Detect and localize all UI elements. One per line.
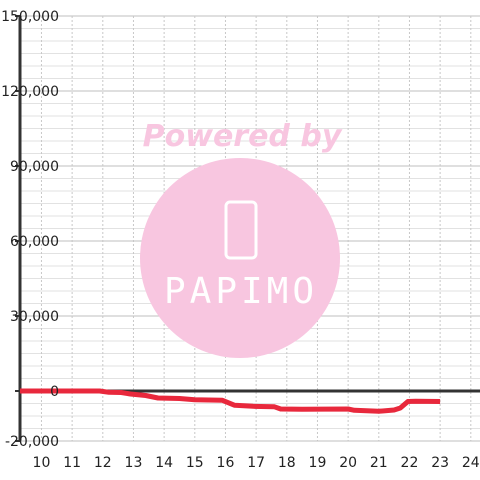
x-tick-label: 13	[125, 455, 143, 471]
x-tick-label: 11	[63, 455, 81, 471]
y-tick-label: 150,000	[1, 9, 59, 25]
x-tick-label: 24	[462, 455, 480, 471]
x-tick-label: 23	[431, 455, 449, 471]
watermark: Powered by PAPIMO	[140, 119, 343, 358]
y-tick-label: 90,000	[10, 159, 59, 175]
phone-icon	[224, 200, 258, 260]
x-tick-label: 17	[247, 455, 265, 471]
x-tick-label: 12	[94, 455, 112, 471]
y-tick-label: 0	[50, 384, 59, 400]
x-tick-label: 10	[33, 455, 51, 471]
y-tick-label: 60,000	[10, 234, 59, 250]
x-tick-label: 19	[309, 455, 327, 471]
x-tick-label: 22	[401, 455, 419, 471]
x-tick-label: 18	[278, 455, 296, 471]
y-tick-label: -20,000	[5, 434, 59, 450]
x-tick-label: 20	[339, 455, 357, 471]
series-line	[20, 388, 441, 414]
axes	[15, 15, 480, 442]
y-tick-label: 120,000	[1, 84, 59, 100]
series-layer	[20, 388, 441, 414]
x-tick-label: 14	[155, 455, 173, 471]
x-tick-label: 16	[217, 455, 235, 471]
watermark-logo-text: PAPIMO	[164, 271, 318, 312]
y-tick-label: 30,000	[10, 309, 59, 325]
watermark-text: Powered by	[143, 119, 343, 154]
x-tick-label: 15	[186, 455, 204, 471]
tick-labels: -20,000 0 30,000 60,000 90,000 120,000 150,000…	[1, 9, 480, 471]
x-tick-label: 21	[370, 455, 388, 471]
